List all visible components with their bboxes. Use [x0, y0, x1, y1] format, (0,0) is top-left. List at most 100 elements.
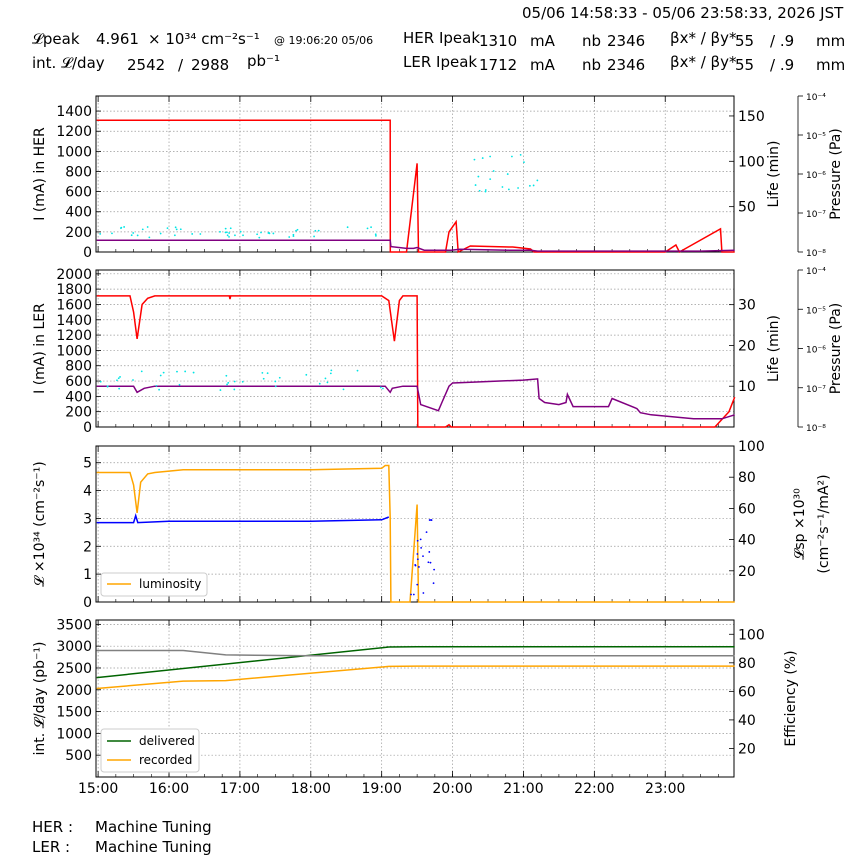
pressure-point	[330, 369, 333, 372]
luminosity-line	[96, 464, 735, 603]
y2-axis-label: Life (min)	[766, 140, 782, 207]
panel-lumi	[95, 445, 735, 603]
pressure-point	[233, 388, 236, 391]
her-beta-unit: mm	[816, 32, 846, 50]
pressure-point	[173, 234, 176, 237]
y-tick-label: 5	[83, 456, 92, 472]
pressure-point	[346, 226, 349, 229]
y-tick-label: 0	[83, 420, 92, 436]
pressure-point	[130, 234, 133, 237]
pressure-point	[489, 178, 492, 180]
pressure-point	[176, 370, 178, 373]
pressure-point	[329, 372, 332, 375]
panel-intlumi	[95, 619, 735, 778]
legend	[100, 728, 200, 773]
plot-frame	[95, 619, 735, 778]
pressure-tick-label: 10⁻⁷	[806, 385, 826, 395]
pressure-point	[261, 371, 264, 374]
pressure-point	[118, 387, 121, 390]
y-tick-label: 2	[83, 539, 92, 555]
pressure-point	[262, 377, 265, 380]
y2-tick-label: 20	[738, 741, 756, 757]
specific-point	[429, 519, 432, 521]
y2-tick-label: 60	[738, 684, 756, 700]
pressure-point	[501, 186, 504, 188]
specific-point	[428, 551, 431, 553]
pressure-point	[140, 370, 143, 373]
y-tick-label: 2500	[56, 661, 92, 677]
recorded-line	[96, 665, 735, 690]
y-tick-label: 500	[65, 748, 92, 764]
ler-ipeak-value: 1712	[479, 56, 518, 74]
specific-point	[416, 539, 419, 542]
specific-point	[414, 564, 417, 567]
specific-point	[416, 558, 419, 561]
pressure-point	[120, 226, 123, 229]
pressure-point	[536, 179, 539, 182]
pressure-tick-label: 10⁻⁴	[806, 267, 826, 277]
her-beta-label: βx* / βy*	[670, 29, 737, 47]
y-tick-label: 3000	[56, 639, 92, 655]
pressure-point	[119, 376, 121, 378]
y2-axis-label: Life (min)	[766, 315, 782, 382]
pressure-point	[166, 227, 169, 230]
pressure-point	[117, 377, 120, 380]
y-tick-label: 2000	[56, 267, 92, 283]
efficiency-line	[96, 649, 735, 657]
pressure-point	[374, 234, 377, 237]
y-axis-label: I (mA) in LER	[32, 303, 48, 394]
pressure-point	[258, 236, 261, 239]
pressure-point	[162, 371, 165, 374]
pressure-point	[506, 173, 509, 175]
y2-axis-label-unit: (cm⁻²s⁻¹/mA²)	[816, 474, 832, 573]
life-line	[96, 378, 735, 420]
pressure-point	[266, 372, 269, 375]
pressure-point	[234, 234, 236, 237]
pressure-point	[324, 377, 327, 380]
y2-tick-label: 20	[738, 338, 756, 354]
pressure-point	[191, 233, 194, 235]
pressure-point	[267, 231, 270, 234]
pressure-point	[226, 383, 228, 386]
her-status-label: HER :	[32, 818, 74, 836]
pressure-point	[370, 226, 372, 229]
y-axis-label: I (mA) in HER	[32, 127, 48, 221]
pressure-point	[481, 157, 484, 159]
pressure-tick-label: 10⁻⁷	[806, 210, 826, 220]
y-tick-label: 3	[83, 511, 92, 527]
pressure-point	[219, 389, 222, 391]
pressure-point	[99, 233, 102, 235]
y-tick-label: 400	[65, 205, 92, 221]
pressure-point	[111, 232, 113, 235]
pressure-point	[239, 230, 242, 233]
pressure-point	[158, 388, 161, 391]
pressure-point	[199, 233, 202, 235]
current-line	[96, 295, 736, 428]
her-nb-label: nb	[582, 32, 602, 50]
pressure-point	[179, 228, 182, 231]
ler-status-label: LER :	[32, 838, 71, 856]
pressure-point	[242, 234, 244, 237]
pressure-point	[326, 381, 329, 384]
ler-nb-label: nb	[582, 56, 602, 74]
pressure-point	[381, 387, 384, 390]
specific-point	[428, 519, 431, 521]
pressure-point	[219, 230, 221, 233]
pressure-tick-label: 10⁻⁴	[806, 93, 826, 103]
y2-tick-label: 150	[738, 109, 765, 125]
y-tick-label: 1000	[56, 343, 92, 359]
pressure-point	[225, 374, 228, 377]
pressure-point	[226, 234, 229, 237]
pressure-series	[99, 153, 539, 239]
y-tick-label: 1	[83, 567, 92, 583]
legend-box	[100, 728, 200, 773]
pressure-point	[484, 189, 487, 191]
status-panel: HER : Machine Tuning LER : Machine Tunin…	[0, 810, 400, 864]
y-axis-label: int. 𝓛/day (pb⁻¹)	[32, 642, 48, 756]
pressure-point	[274, 380, 277, 383]
legend-label-luminosity: luminosity	[139, 577, 201, 591]
delivered-line	[96, 645, 735, 679]
pressure-point	[228, 236, 230, 238]
ler-ipeak-unit: mA	[530, 56, 555, 74]
specific-point	[432, 582, 435, 585]
